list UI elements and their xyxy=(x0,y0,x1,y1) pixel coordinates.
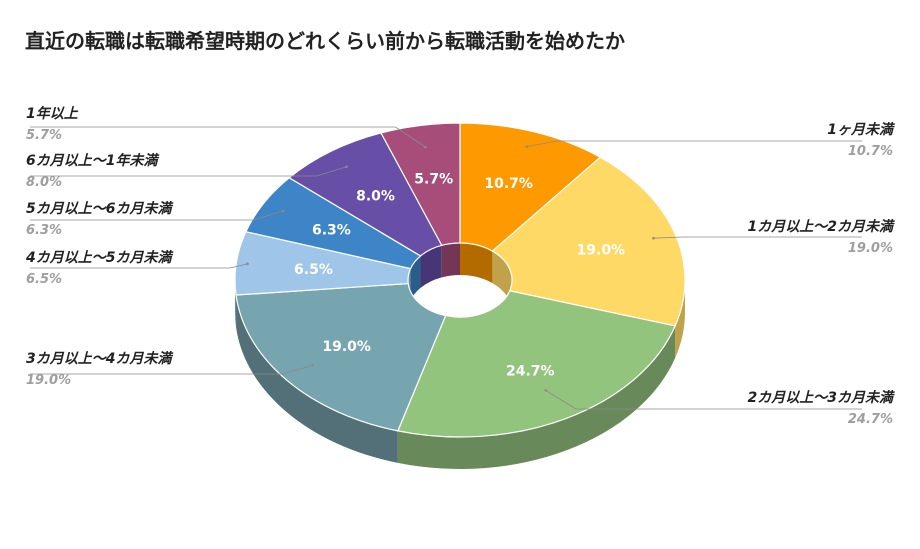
slice xyxy=(235,282,447,432)
slice-value-label: 10.7% xyxy=(484,176,533,192)
slice-labels: 1ヶ月未満 10.7% 1カ月以上〜2カ月未満 19.0% 2カ月以上〜3カ月未満 24.… xyxy=(25,105,895,427)
slice-value-label: 5.7% xyxy=(414,172,453,188)
slice-inner-wall xyxy=(492,251,512,312)
slice xyxy=(288,132,443,257)
leader-dot xyxy=(525,145,529,148)
slice-inner-wall xyxy=(420,245,442,288)
slice-side xyxy=(675,280,685,358)
category-value: 6.5% xyxy=(26,272,62,287)
leader-dot xyxy=(311,363,315,367)
leader-lines xyxy=(30,126,862,410)
leader-line xyxy=(526,140,862,148)
slice-value-label: 19.0% xyxy=(577,243,626,259)
leader-dot xyxy=(652,236,655,240)
slice-side xyxy=(397,325,676,469)
category-value: 5.7% xyxy=(26,128,62,143)
leader-line xyxy=(30,166,347,177)
category-value: 24.7% xyxy=(848,412,893,427)
leader-dot xyxy=(345,165,348,169)
slice-value-label: 19.0% xyxy=(322,339,371,355)
category-label: 1年以上 xyxy=(26,105,79,122)
slice xyxy=(380,122,461,247)
leader-line xyxy=(30,263,248,269)
category-label: 3カ月以上〜4カ月未満 xyxy=(26,350,173,367)
category-label: 4カ月以上〜5カ月未満 xyxy=(25,249,173,266)
leader-dot xyxy=(282,209,285,213)
category-label: 2カ月以上〜3カ月未満 xyxy=(748,389,895,406)
chart-title: 直近の転職は転職希望時期のどれくらい前から転職活動を始めたか xyxy=(25,29,625,53)
leader-line xyxy=(30,364,314,375)
donut-hole xyxy=(408,243,512,317)
category-value: 8.0% xyxy=(26,175,62,190)
slice-inner-wall xyxy=(460,243,493,284)
category-label: 5カ月以上〜6カ月未満 xyxy=(26,200,173,217)
slice-value-label: 8.0% xyxy=(356,189,395,205)
donut-slices: 10.7% 19.0% 24.7% 19.0% 6.5% 6.3% 8.0% 5.7% xyxy=(234,122,686,438)
slice xyxy=(397,290,676,438)
leader-dot xyxy=(246,262,249,266)
slice xyxy=(491,156,686,327)
slice-value-label: 24.7% xyxy=(506,364,555,380)
slice-value-label: 6.3% xyxy=(312,223,351,239)
category-value: 19.0% xyxy=(26,373,71,388)
category-value: 19.0% xyxy=(848,241,893,256)
slice-inner-wall xyxy=(410,255,421,301)
category-label: 1カ月以上〜2カ月未満 xyxy=(748,218,895,235)
slice-inner-wall xyxy=(441,243,460,278)
category-label: 6カ月以上〜1年未満 xyxy=(26,152,159,169)
leader-line xyxy=(545,390,862,410)
leader-line xyxy=(30,210,284,221)
leader-line xyxy=(30,126,426,148)
leader-line xyxy=(653,236,862,239)
category-value: 6.3% xyxy=(26,223,62,238)
category-label: 1ヶ月未満 xyxy=(827,121,895,138)
leader-dot xyxy=(544,389,548,392)
leader-dot xyxy=(424,145,427,149)
slice-value-label: 6.5% xyxy=(294,262,333,278)
slice xyxy=(459,122,602,252)
slice-side xyxy=(236,295,398,463)
category-value: 10.7% xyxy=(848,144,893,159)
